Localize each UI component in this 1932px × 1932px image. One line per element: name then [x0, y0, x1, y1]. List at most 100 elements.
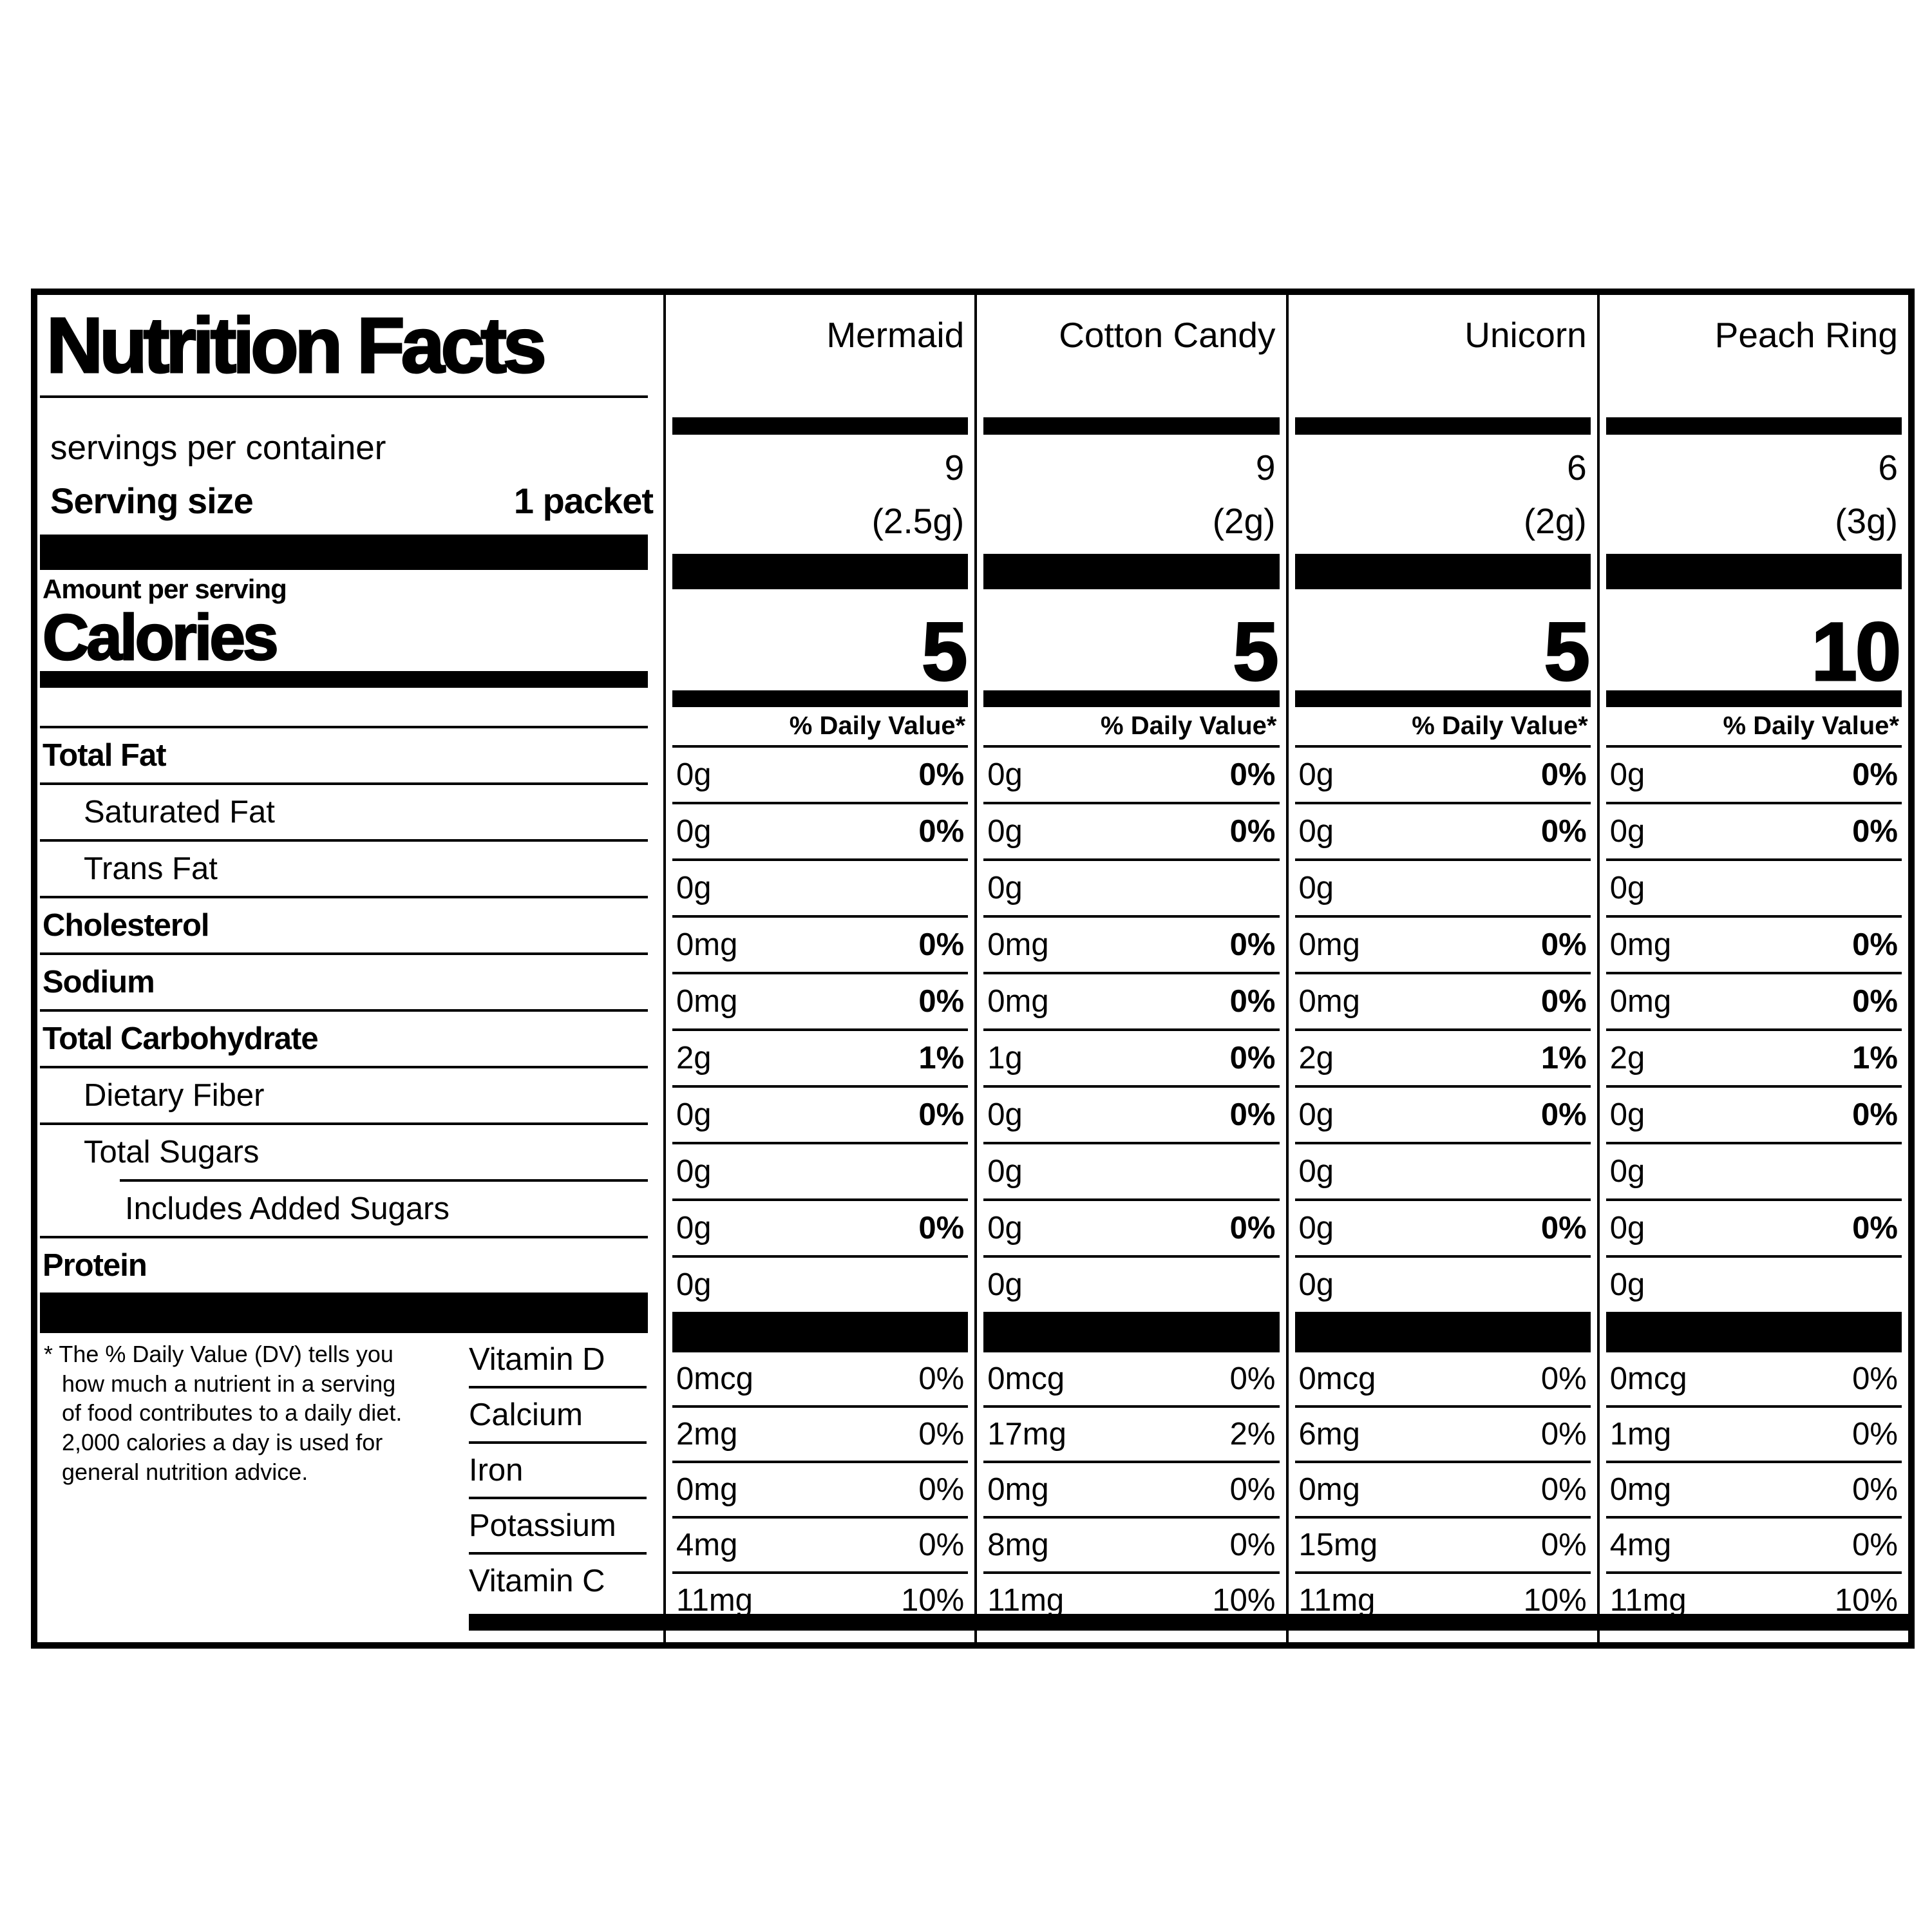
vitamin-row: 0mg 0% — [1289, 1463, 1597, 1516]
vitamin-dv: 0% — [1540, 1472, 1587, 1507]
nutrient-amount: 0mg — [987, 927, 1049, 962]
rule — [672, 972, 969, 974]
vitamin-row: 0mg 0% — [1600, 1463, 1908, 1516]
rule — [1605, 915, 1902, 918]
nutrient-row: 0g — [1600, 1144, 1908, 1198]
nutrient-amount: 0g — [987, 757, 1023, 792]
vitamin-dv: 0% — [1852, 1417, 1898, 1452]
rule — [983, 1142, 1280, 1144]
vitamin-dv: 0% — [1540, 1528, 1587, 1562]
nutrient-amount: 0mg — [987, 984, 1049, 1019]
vitamin-label: Vitamin D — [469, 1342, 605, 1377]
vitamin-dv: 0% — [1852, 1472, 1898, 1507]
bottom-thick-bar — [469, 1614, 1908, 1631]
nutrient-amount: 0g — [676, 814, 712, 849]
rule — [1294, 802, 1591, 804]
flavor-name: Mermaid — [826, 315, 965, 355]
vitamin-amount: 2mg — [676, 1417, 738, 1452]
nutrient-dv: 0% — [1229, 984, 1276, 1019]
nutrient-amount: 0g — [676, 1211, 712, 1245]
serving-weight: (2g) — [1212, 501, 1276, 541]
nutrient-row: 0g — [1600, 861, 1908, 915]
daily-value-header-spacer — [37, 688, 663, 726]
nutrient-dv: 0% — [918, 1097, 965, 1132]
vitamin-label: Vitamin C — [469, 1564, 605, 1598]
nutrient-dv: 0% — [918, 1211, 965, 1245]
rule — [672, 1461, 969, 1463]
nutrient-dv: 0% — [918, 757, 965, 792]
nutrient-dv: 0% — [1852, 1097, 1898, 1132]
calories-block: Amount per serving Calories — [37, 570, 663, 671]
nutrient-row: 0g 0% — [666, 1088, 974, 1142]
nutrient-row: 0mg 0% — [1289, 918, 1597, 972]
nutrient-row: 0g 0% — [977, 748, 1285, 802]
vitamin-row: 17mg 2% — [977, 1408, 1285, 1461]
nutrient-row: 0g 0% — [977, 1088, 1285, 1142]
rule — [1605, 1461, 1902, 1463]
nutrient-amount: 0mg — [1609, 927, 1672, 962]
rule — [1605, 1028, 1902, 1031]
rule — [1294, 1085, 1591, 1088]
rule — [1605, 1085, 1902, 1088]
rule — [1294, 972, 1591, 974]
nutrient-row: 0g 0% — [1600, 1088, 1908, 1142]
thick-bar — [1605, 554, 1902, 589]
vitamin-dv: 0% — [918, 1528, 965, 1562]
nutrient-row: 0g 0% — [1289, 804, 1597, 858]
vitamin-row: 0mcg 0% — [977, 1352, 1285, 1405]
nutrient-dv: 0% — [1540, 1211, 1587, 1245]
nutrition-facts-label: Nutrition Facts servings per container S… — [31, 289, 1915, 1649]
nutrient-dv: 0% — [1540, 757, 1587, 792]
flavor-name: Peach Ring — [1714, 315, 1898, 355]
vitamin-row: 0mcg 0% — [666, 1352, 974, 1405]
nutrient-row: 0g 0% — [666, 1201, 974, 1255]
serving-size-line: Serving size 1 packet — [50, 480, 654, 522]
nutrient-dv: 0% — [918, 927, 965, 962]
nutrient-row: 0g 0% — [666, 804, 974, 858]
serving-weight: (2.5g) — [871, 501, 965, 541]
vitamin-dv: 0% — [1540, 1417, 1587, 1452]
rule — [1294, 1028, 1591, 1031]
thick-bar — [983, 417, 1280, 435]
nutrient-amount: 0g — [676, 757, 712, 792]
nutrient-dv: 0% — [1852, 927, 1898, 962]
rule — [672, 1085, 969, 1088]
nutrient-row: 0g 0% — [1600, 748, 1908, 802]
thick-bar — [1294, 417, 1591, 435]
nutrient-dv: 1% — [1540, 1041, 1587, 1075]
rule — [40, 839, 648, 842]
nutrient-amount: 0g — [1298, 1154, 1334, 1189]
nutrient-row: 0g 0% — [977, 804, 1285, 858]
vitamin-dv: 0% — [918, 1361, 965, 1396]
nutrient-row: 0mg 0% — [977, 974, 1285, 1028]
nutrient-row: 0g 0% — [1600, 1201, 1908, 1255]
rule — [40, 1236, 648, 1238]
thick-bar — [1294, 690, 1591, 707]
nutrient-amount: 0g — [676, 1097, 712, 1132]
nutrient-dv: 0% — [1540, 984, 1587, 1019]
rule — [672, 1142, 969, 1144]
vitamin-row: 0mcg 0% — [1600, 1352, 1908, 1405]
nutrient-row: 0g — [1289, 1144, 1597, 1198]
calories-value: 10 — [1810, 606, 1902, 699]
nutrient-amount: 0g — [1609, 1097, 1645, 1132]
daily-value-header: % Daily Value* — [789, 712, 966, 740]
rule — [983, 1516, 1280, 1519]
rule — [1294, 1461, 1591, 1463]
nutrient-amount: 0g — [987, 1267, 1023, 1302]
rule — [1294, 745, 1591, 748]
rule — [1294, 1198, 1591, 1201]
vitamin-dv: 0% — [918, 1472, 965, 1507]
vitamin-dv: 0% — [1229, 1472, 1276, 1507]
calories-value: 5 — [921, 606, 969, 699]
rule — [1605, 1405, 1902, 1408]
nutrient-row: 0mg 0% — [666, 974, 974, 1028]
rule — [672, 1516, 969, 1519]
vitamin-dv: 10% — [901, 1583, 965, 1618]
nutrient-row: 1g 0% — [977, 1031, 1285, 1085]
rule — [983, 1571, 1280, 1574]
page-title: Nutrition Facts — [46, 301, 548, 390]
rule — [40, 726, 648, 728]
vitamin-row: 15mg 0% — [1289, 1519, 1597, 1571]
vitamin-dv: 0% — [1229, 1528, 1276, 1562]
